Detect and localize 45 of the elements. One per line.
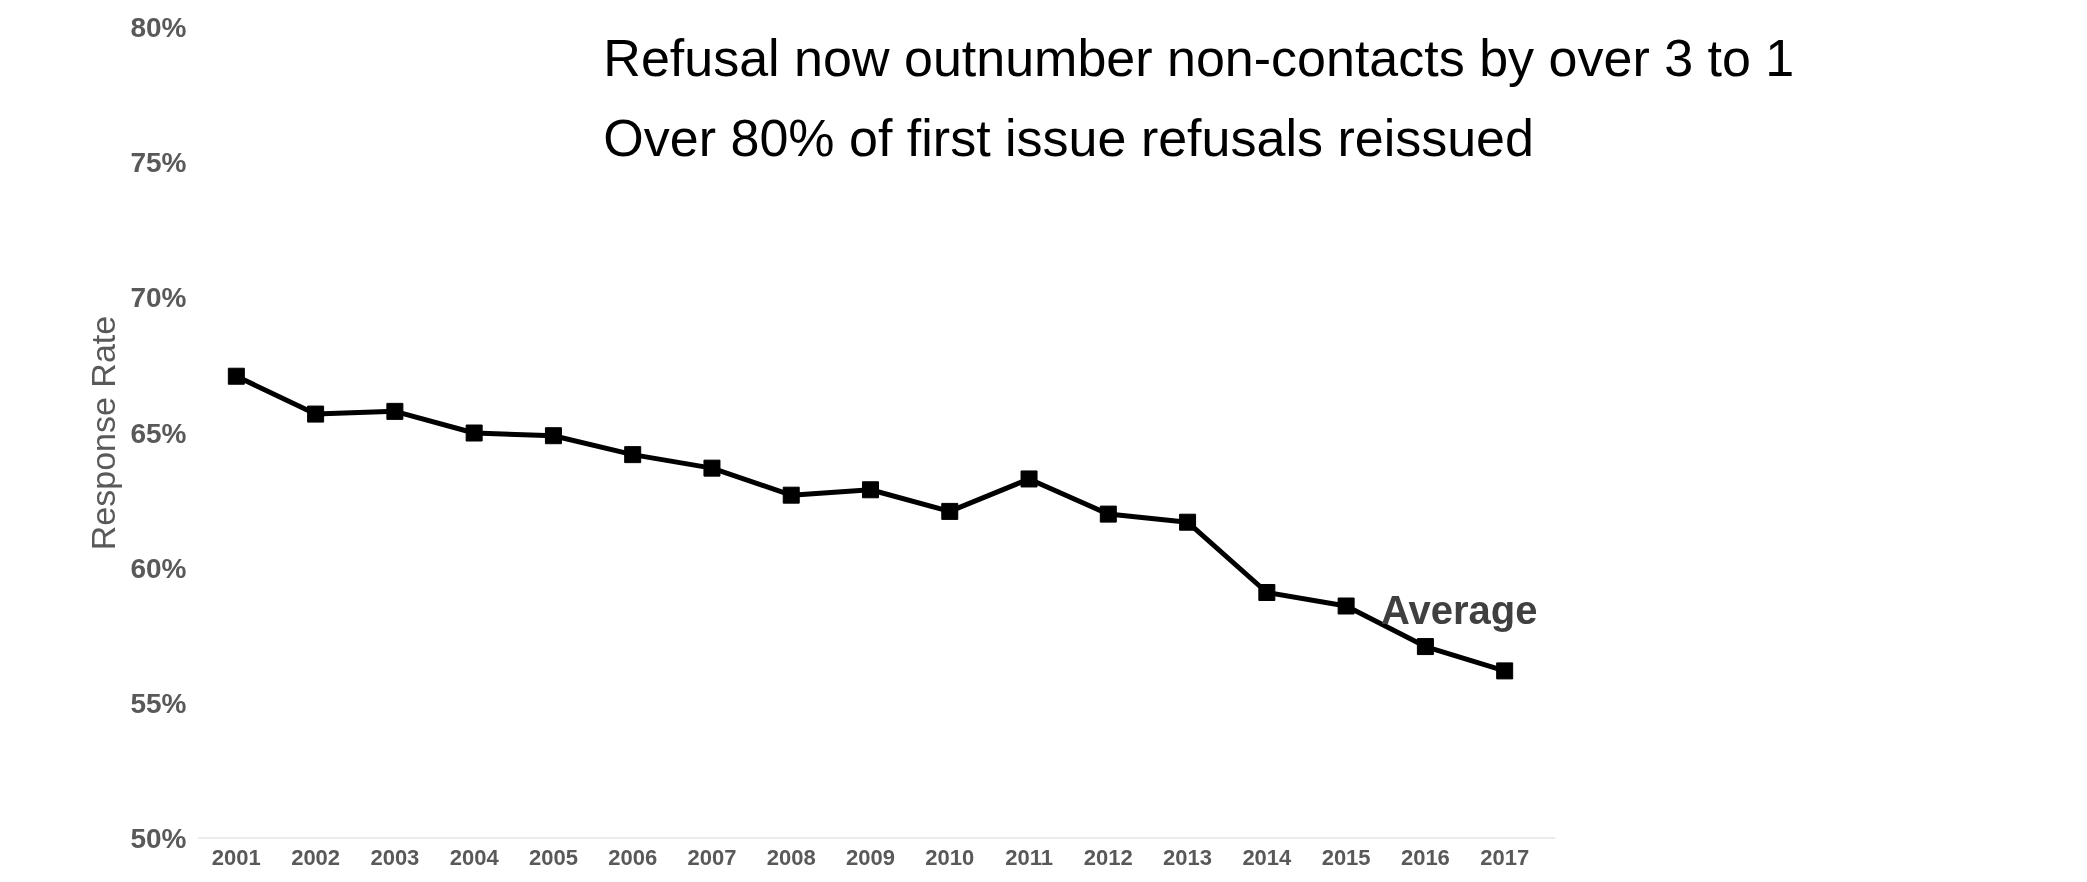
y-tick-label: 55% [130, 687, 187, 719]
x-tick-label: 2006 [608, 844, 658, 870]
point [782, 486, 800, 504]
x-tick-label: 2009 [846, 844, 895, 870]
chart-title: Refusal now outnumber non-contacts by over 3 to 1 [603, 28, 1795, 87]
x-tick-label: 2017 [1480, 844, 1530, 870]
y-tick-label: 75% [130, 147, 187, 179]
x-tick-label: 2011 [1005, 844, 1053, 870]
point [1179, 513, 1197, 531]
point [1099, 505, 1117, 523]
point [703, 459, 721, 477]
point [1496, 662, 1514, 680]
x-tick-label: 2013 [1163, 844, 1213, 870]
point [386, 402, 404, 420]
point [624, 446, 642, 464]
y-tick-label: 50% [130, 823, 187, 854]
y-tick-label: 70% [130, 282, 187, 314]
x-tick-label: 2014 [1242, 844, 1293, 870]
y-tick-label: 80% [130, 12, 187, 43]
x-tick-label: 2007 [687, 844, 737, 870]
series-label: Average [1381, 588, 1538, 633]
y-tick-label: 65% [130, 417, 187, 449]
x-tick-label: 2008 [766, 844, 816, 870]
text: Over 80% of first issue refusals reissued [603, 108, 1534, 167]
x-tick-label: 2016 [1400, 844, 1450, 870]
y-tick-label: 60% [130, 552, 187, 584]
x-tick-label: 2012 [1083, 844, 1133, 870]
point [544, 427, 562, 445]
point [941, 502, 959, 520]
y-axis-title: Response Rate [84, 315, 123, 551]
point [307, 405, 325, 423]
point [1416, 638, 1434, 656]
x-tick-label: 2001 [211, 844, 261, 870]
x-tick-label: 2005 [528, 844, 578, 870]
point [227, 367, 245, 385]
point [1020, 470, 1038, 488]
x-tick-label: 2015 [1321, 844, 1371, 870]
point [862, 481, 879, 499]
x-tick-label: 2010 [925, 844, 975, 870]
point [465, 424, 483, 442]
x-tick-label: 2003 [370, 844, 420, 870]
x-tick-label: 2002 [291, 844, 341, 870]
x-tick-label: 2004 [449, 844, 500, 870]
point [1337, 597, 1355, 615]
point [1258, 584, 1276, 601]
